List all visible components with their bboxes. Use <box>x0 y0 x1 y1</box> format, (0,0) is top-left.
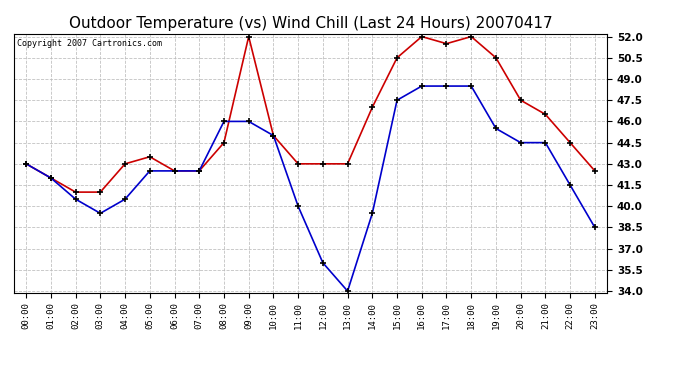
Title: Outdoor Temperature (vs) Wind Chill (Last 24 Hours) 20070417: Outdoor Temperature (vs) Wind Chill (Las… <box>69 16 552 31</box>
Text: Copyright 2007 Cartronics.com: Copyright 2007 Cartronics.com <box>17 39 161 48</box>
